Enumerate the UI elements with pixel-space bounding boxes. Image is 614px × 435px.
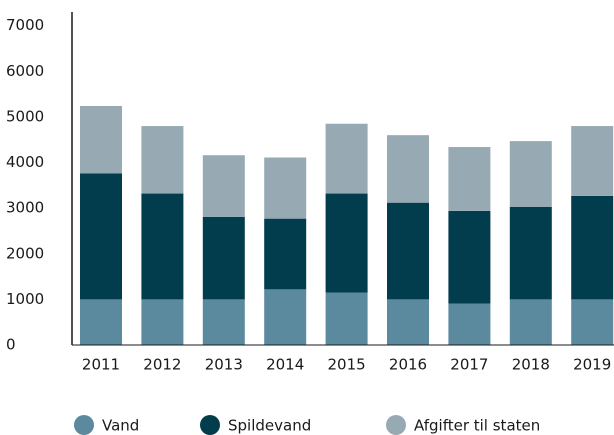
bar-segment	[202, 216, 245, 300]
y-tick-label: 0	[6, 336, 16, 354]
bar-segment	[509, 141, 552, 207]
bar-segment	[387, 135, 429, 203]
bar-segment	[80, 173, 122, 300]
bar-segment	[80, 105, 122, 174]
bar-segment	[202, 299, 245, 345]
bar-segment	[141, 299, 184, 345]
bar-segment	[141, 126, 184, 194]
y-tick-label: 6000	[6, 62, 44, 80]
x-tick-label: 2019	[573, 356, 611, 374]
bar-segment	[571, 195, 614, 300]
y-tick-label: 5000	[6, 107, 44, 125]
bar-segment	[509, 206, 552, 300]
bar-segment	[80, 299, 122, 345]
bar-segment	[264, 289, 307, 345]
bar-segment	[571, 126, 614, 196]
bar-segment	[325, 193, 368, 293]
x-tick-label: 2012	[143, 356, 181, 374]
x-tick-label: 2015	[328, 356, 366, 374]
bar-segment	[141, 193, 184, 300]
bar-segment	[202, 155, 245, 217]
y-tick-label: 1000	[6, 290, 44, 308]
y-tick-label: 3000	[6, 199, 44, 217]
legend-swatch	[200, 415, 220, 435]
bar-segment	[448, 147, 491, 211]
legend-label: Spildevand	[228, 417, 311, 435]
bar-segment	[387, 202, 429, 300]
bar-segment	[264, 218, 307, 290]
bar-segment	[325, 123, 368, 194]
legend-swatch	[74, 415, 94, 435]
x-tick-label: 2018	[512, 356, 550, 374]
bar-segment	[448, 303, 491, 345]
legend-label: Afgifter til staten	[414, 417, 540, 435]
bar-segment	[509, 299, 552, 345]
legend-label: Vand	[102, 417, 139, 435]
x-tick-label: 2013	[205, 356, 243, 374]
y-tick-label: 2000	[6, 244, 44, 262]
y-tick-label: 7000	[6, 16, 44, 34]
x-tick-label: 2014	[266, 356, 304, 374]
x-tick-label: 2017	[450, 356, 488, 374]
bar-segment	[325, 292, 368, 345]
bar-segment	[448, 210, 491, 304]
legend-swatch	[386, 415, 406, 435]
bar-segment	[264, 157, 307, 219]
bar-segment	[387, 299, 429, 345]
y-tick-label: 4000	[6, 153, 44, 171]
x-tick-label: 2011	[82, 356, 120, 374]
bar-segment	[571, 299, 614, 345]
x-tick-label: 2016	[389, 356, 427, 374]
